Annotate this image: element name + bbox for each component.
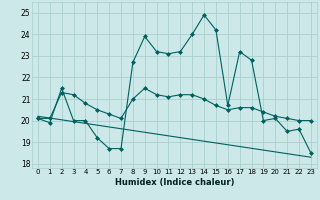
X-axis label: Humidex (Indice chaleur): Humidex (Indice chaleur)	[115, 178, 234, 187]
